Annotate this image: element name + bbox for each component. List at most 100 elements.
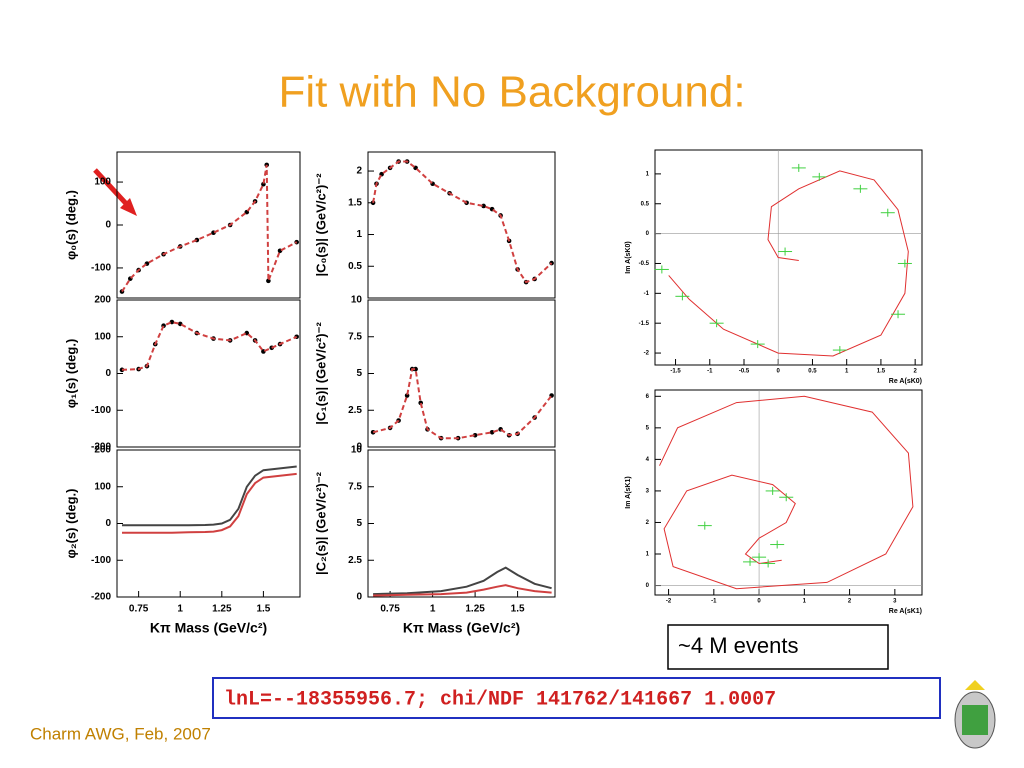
- y-tick-label: 0.5: [348, 261, 362, 272]
- point: [549, 260, 554, 266]
- point: [770, 540, 785, 549]
- x-tick-label: -1.5: [670, 369, 681, 375]
- slide-title: Fit with No Background:: [278, 68, 745, 117]
- y-tick-label: 7.5: [348, 481, 362, 492]
- point: [675, 292, 690, 301]
- y-tick-label: 2.5: [348, 555, 362, 566]
- fit-text: lnL=--18355956.7; chi/NDF 141762/141667 …: [224, 688, 776, 711]
- y-tick-label: -0.5: [639, 261, 650, 267]
- point: [709, 319, 724, 328]
- y-axis-label: Im A(sK0): [625, 241, 632, 273]
- point: [832, 346, 847, 355]
- point: [119, 367, 125, 373]
- y-tick-label: 1: [646, 171, 650, 177]
- x-tick-label: 1: [177, 604, 183, 615]
- x-axis-label: Re A(sK1): [889, 608, 922, 615]
- y-tick-label: 3: [646, 489, 650, 495]
- y-tick-label: 5: [646, 425, 650, 431]
- plot-frame: [367, 151, 556, 299]
- chart: 0 2.5 5 7.5 10 |C₁(s)| (GeV/c²)⁻²: [313, 295, 556, 453]
- events-text: ~4 M events: [678, 633, 798, 658]
- x-tick-label: 2: [848, 599, 852, 605]
- point: [765, 486, 780, 495]
- y-tick-label: -2: [644, 351, 650, 357]
- y-tick-label: 0: [105, 368, 111, 379]
- y-tick-label: 1: [646, 552, 650, 558]
- curve: [372, 368, 553, 440]
- y-tick-label: 0: [356, 592, 362, 603]
- y-tick-label: 10: [351, 445, 363, 456]
- x-tick-label: -0.5: [739, 369, 750, 375]
- curve: [372, 160, 553, 284]
- curve: [122, 472, 297, 534]
- y-tick-label: 200: [94, 445, 111, 456]
- plot-frame: [654, 149, 923, 366]
- x-tick-label: 1.25: [465, 604, 485, 615]
- chart: 0.5 1 1.5 2 |C₀(s)| (GeV/c²)⁻²: [313, 151, 556, 299]
- x-tick-label: 1: [845, 369, 849, 375]
- y-axis-label: |C₁(s)| (GeV/c²)⁻²: [313, 322, 328, 425]
- y-tick-label: 1.5: [348, 197, 362, 208]
- y-tick-label: 100: [94, 177, 111, 188]
- footer: Charm AWG, Feb, 2007: [30, 724, 211, 743]
- y-tick-label: 2: [356, 166, 362, 177]
- point: [897, 259, 912, 268]
- y-tick-label: 0: [646, 583, 650, 589]
- y-tick-label: -1: [644, 291, 650, 297]
- x-tick-label: 3: [893, 599, 897, 605]
- x-axis-label: Re A(sK0): [889, 378, 922, 385]
- chart: -200 -100 0 100 200 φ₁(s) (deg.): [63, 295, 301, 453]
- curve: [373, 584, 552, 597]
- y-tick-label: 2.5: [348, 405, 362, 416]
- y-tick-label: -200: [91, 442, 111, 453]
- arrow-head: [120, 198, 137, 216]
- y-axis-label: φ₁(s) (deg.): [63, 339, 78, 409]
- point: [654, 265, 669, 274]
- fit-box: [212, 677, 941, 719]
- x-tick-label: 1: [803, 599, 807, 605]
- y-tick-label: 0: [646, 231, 650, 237]
- plot-frame: [116, 449, 301, 598]
- y-axis-label: |C₂(s)| (GeV/c²)⁻²: [313, 471, 328, 575]
- y-tick-label: 200: [94, 295, 111, 306]
- point: [778, 247, 793, 256]
- plot-frame: [654, 389, 923, 596]
- point: [779, 493, 794, 502]
- y-tick-label: 0: [356, 442, 362, 453]
- y-tick-label: 5: [356, 368, 362, 379]
- chart: -200 -100 0 100 200 0.75 1 1.25 1.5 φ₂(s) (deg.) K…: [63, 445, 301, 636]
- x-tick-label: 0.5: [808, 369, 817, 375]
- x-tick-label: -2: [666, 599, 672, 605]
- curve: [668, 170, 909, 357]
- y-tick-label: 100: [94, 481, 111, 492]
- x-axis-label: Kπ Mass (GeV/c²): [403, 620, 520, 636]
- y-tick-label: 5: [356, 518, 362, 529]
- curve: [659, 395, 914, 590]
- x-tick-label: 0: [777, 369, 781, 375]
- y-tick-label: 10: [351, 295, 363, 306]
- curve: [122, 465, 297, 527]
- point: [791, 163, 806, 172]
- events-box: [667, 624, 889, 670]
- y-axis-label: |C₀(s)| (GeV/c²)⁻²: [313, 173, 328, 277]
- point: [812, 172, 827, 181]
- point: [891, 310, 906, 319]
- y-tick-label: 1: [356, 229, 362, 240]
- y-tick-label: -1.5: [639, 321, 650, 327]
- x-tick-label: -1: [711, 599, 717, 605]
- x-tick-label: -1: [707, 369, 713, 375]
- plot-frame: [116, 151, 301, 299]
- chart: 0 1 2 3 4 5 6 -2 -1 0 1 2 3 Im A(sK1) Re A(sK1): [625, 389, 923, 615]
- y-tick-label: 6: [646, 394, 650, 400]
- y-axis-label: φ₂(s) (deg.): [63, 489, 78, 559]
- curve: [121, 164, 298, 293]
- x-tick-label: 0: [757, 599, 761, 605]
- curve: [121, 321, 298, 371]
- curve: [373, 566, 552, 596]
- x-axis-label: Kπ Mass (GeV/c²): [150, 620, 267, 636]
- plot-frame: [367, 449, 556, 598]
- y-tick-label: 2: [646, 520, 650, 526]
- point: [752, 553, 767, 562]
